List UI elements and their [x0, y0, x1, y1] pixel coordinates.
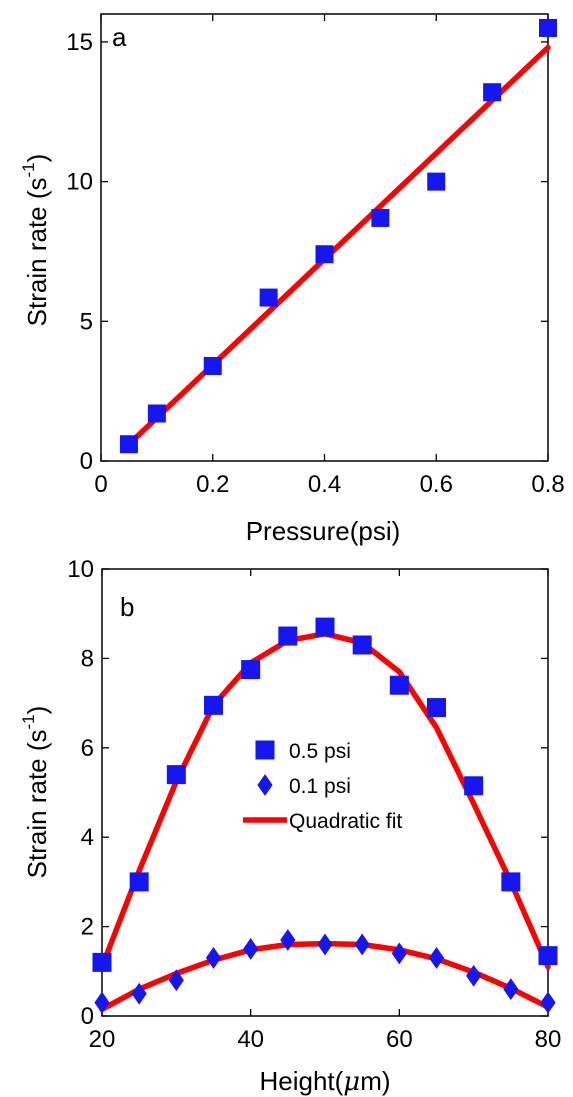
panel-b-y-tick-label: 4	[81, 824, 94, 851]
panel-b-diamond-marker	[205, 946, 222, 969]
panel-a-x-tick-label: 0.8	[531, 471, 564, 498]
panel-a: a Pressure(psi) Strain rate (s-1) 0 0.2 0.…	[19, 13, 565, 546]
panel-b-diamond-marker	[354, 933, 370, 956]
panel-a-square-marker	[259, 288, 278, 307]
panel-b-diamond-marker	[94, 991, 110, 1014]
panel-a-y-axis-label-close: )	[22, 154, 52, 163]
panel-a-y-tick-label: 15	[66, 29, 93, 56]
panel-b-square-marker	[204, 695, 223, 715]
panel-b-x-axis-label-close: m)	[360, 1066, 390, 1096]
panel-a-y-tick-label: 0	[80, 448, 93, 475]
panel-b-x-axis-label: Height(μm)	[259, 1066, 390, 1097]
panel-a-y-axis-label-sup: -1	[19, 162, 38, 177]
panel-b-diamond-marker	[428, 946, 445, 969]
panel-b-x-axis-label-main: Height(	[259, 1066, 343, 1096]
panel-b-diamond-marker	[317, 933, 333, 956]
panel-b-diamond-marker	[503, 978, 519, 1001]
panel-a-x-tick-label: 0.6	[420, 471, 453, 498]
panel-b-square-marker	[278, 626, 298, 646]
panel-b: b Height(μm) Strain rate (s-1) 20 40 60 800…	[19, 556, 561, 1097]
panel-b-square-marker	[129, 872, 149, 892]
panel-b-axes-box	[101, 568, 549, 1017]
panel-b-diamond-marker	[540, 991, 556, 1014]
panel-a-label: a	[112, 22, 127, 52]
legend-square-swatch	[255, 740, 275, 760]
panel-b-x-tick-label: 40	[237, 1026, 264, 1053]
legend-label: 0.1 psi	[289, 775, 351, 798]
panel-a-x-tick-label: 0	[94, 471, 107, 498]
panel-b-diamond-marker	[391, 942, 407, 965]
panel-b-y-axis-label-close: )	[22, 706, 52, 715]
panel-b-x-axis-label-mu: μ	[343, 1067, 360, 1097]
legend-label: 0.5 psi	[289, 740, 351, 763]
panel-b-fit-line-2	[99, 631, 551, 970]
panel-a-square-marker	[315, 245, 334, 264]
legend-label: Quadratic fit	[289, 810, 402, 833]
panel-b-square-marker	[501, 872, 521, 892]
panel-b-y-axis-label: Strain rate (s-1)	[19, 706, 52, 879]
panel-a-square-marker	[427, 172, 446, 191]
panel-a-y-tick-label: 5	[80, 308, 93, 335]
panel-b-square-marker	[352, 635, 372, 655]
panel-a-y-axis-label-main: Strain rate (s	[22, 177, 52, 326]
panel-b-square-marker	[166, 765, 186, 785]
panel-b-square-marker	[92, 952, 112, 972]
legend-diamond-swatch	[257, 774, 273, 796]
panel-b-square-marker	[427, 698, 446, 718]
panel-b-y-axis-label-sup: -1	[19, 714, 38, 729]
panel-b-diamond-marker	[280, 929, 296, 951]
panel-b-diamond-marker	[131, 982, 147, 1005]
panel-b-square-marker	[464, 776, 484, 796]
panel-b-square-marker	[538, 946, 558, 966]
panel-a-x-axis-label: Pressure(psi)	[246, 516, 401, 546]
panel-b-y-tick-label: 2	[81, 914, 94, 941]
panel-a-square-marker	[539, 18, 557, 37]
panel-b-diamond-marker	[168, 969, 184, 992]
panel-a-square-marker	[119, 435, 138, 454]
panel-b-y-tick-label: 6	[81, 735, 94, 762]
panel-b-x-tick-label: 80	[535, 1026, 562, 1053]
panel-a-square-marker	[371, 208, 390, 227]
panel-a-fit-line-1	[126, 44, 551, 447]
panel-a-square-marker	[147, 404, 166, 423]
panel-b-x-tick-label: 60	[386, 1026, 413, 1053]
panel-b-diamond-marker	[243, 938, 259, 960]
panel-a-axes-box	[100, 13, 549, 462]
panel-b-y-axis-label-main: Strain rate (s	[22, 729, 52, 878]
panel-b-square-marker	[241, 660, 261, 680]
panel-b-square-marker	[389, 675, 409, 695]
panel-a-y-axis-label: Strain rate (s-1)	[19, 154, 52, 327]
panel-b-y-tick-label: 8	[81, 645, 94, 672]
panel-b-y-tick-label: 0	[81, 1003, 94, 1030]
panel-b-x-tick-label: 20	[89, 1026, 116, 1053]
panel-b-diamond-marker	[466, 964, 482, 987]
panel-a-x-tick-label: 0.4	[308, 471, 341, 498]
panel-a-square-marker	[203, 357, 222, 376]
panel-b-label: b	[120, 592, 134, 622]
panel-b-square-marker	[315, 617, 335, 637]
panel-b-y-tick-label: 10	[67, 556, 94, 583]
panel-a-y-tick-label: 10	[66, 169, 93, 196]
panel-a-square-marker	[483, 83, 502, 102]
panel-a-x-tick-label: 0.2	[196, 471, 229, 498]
